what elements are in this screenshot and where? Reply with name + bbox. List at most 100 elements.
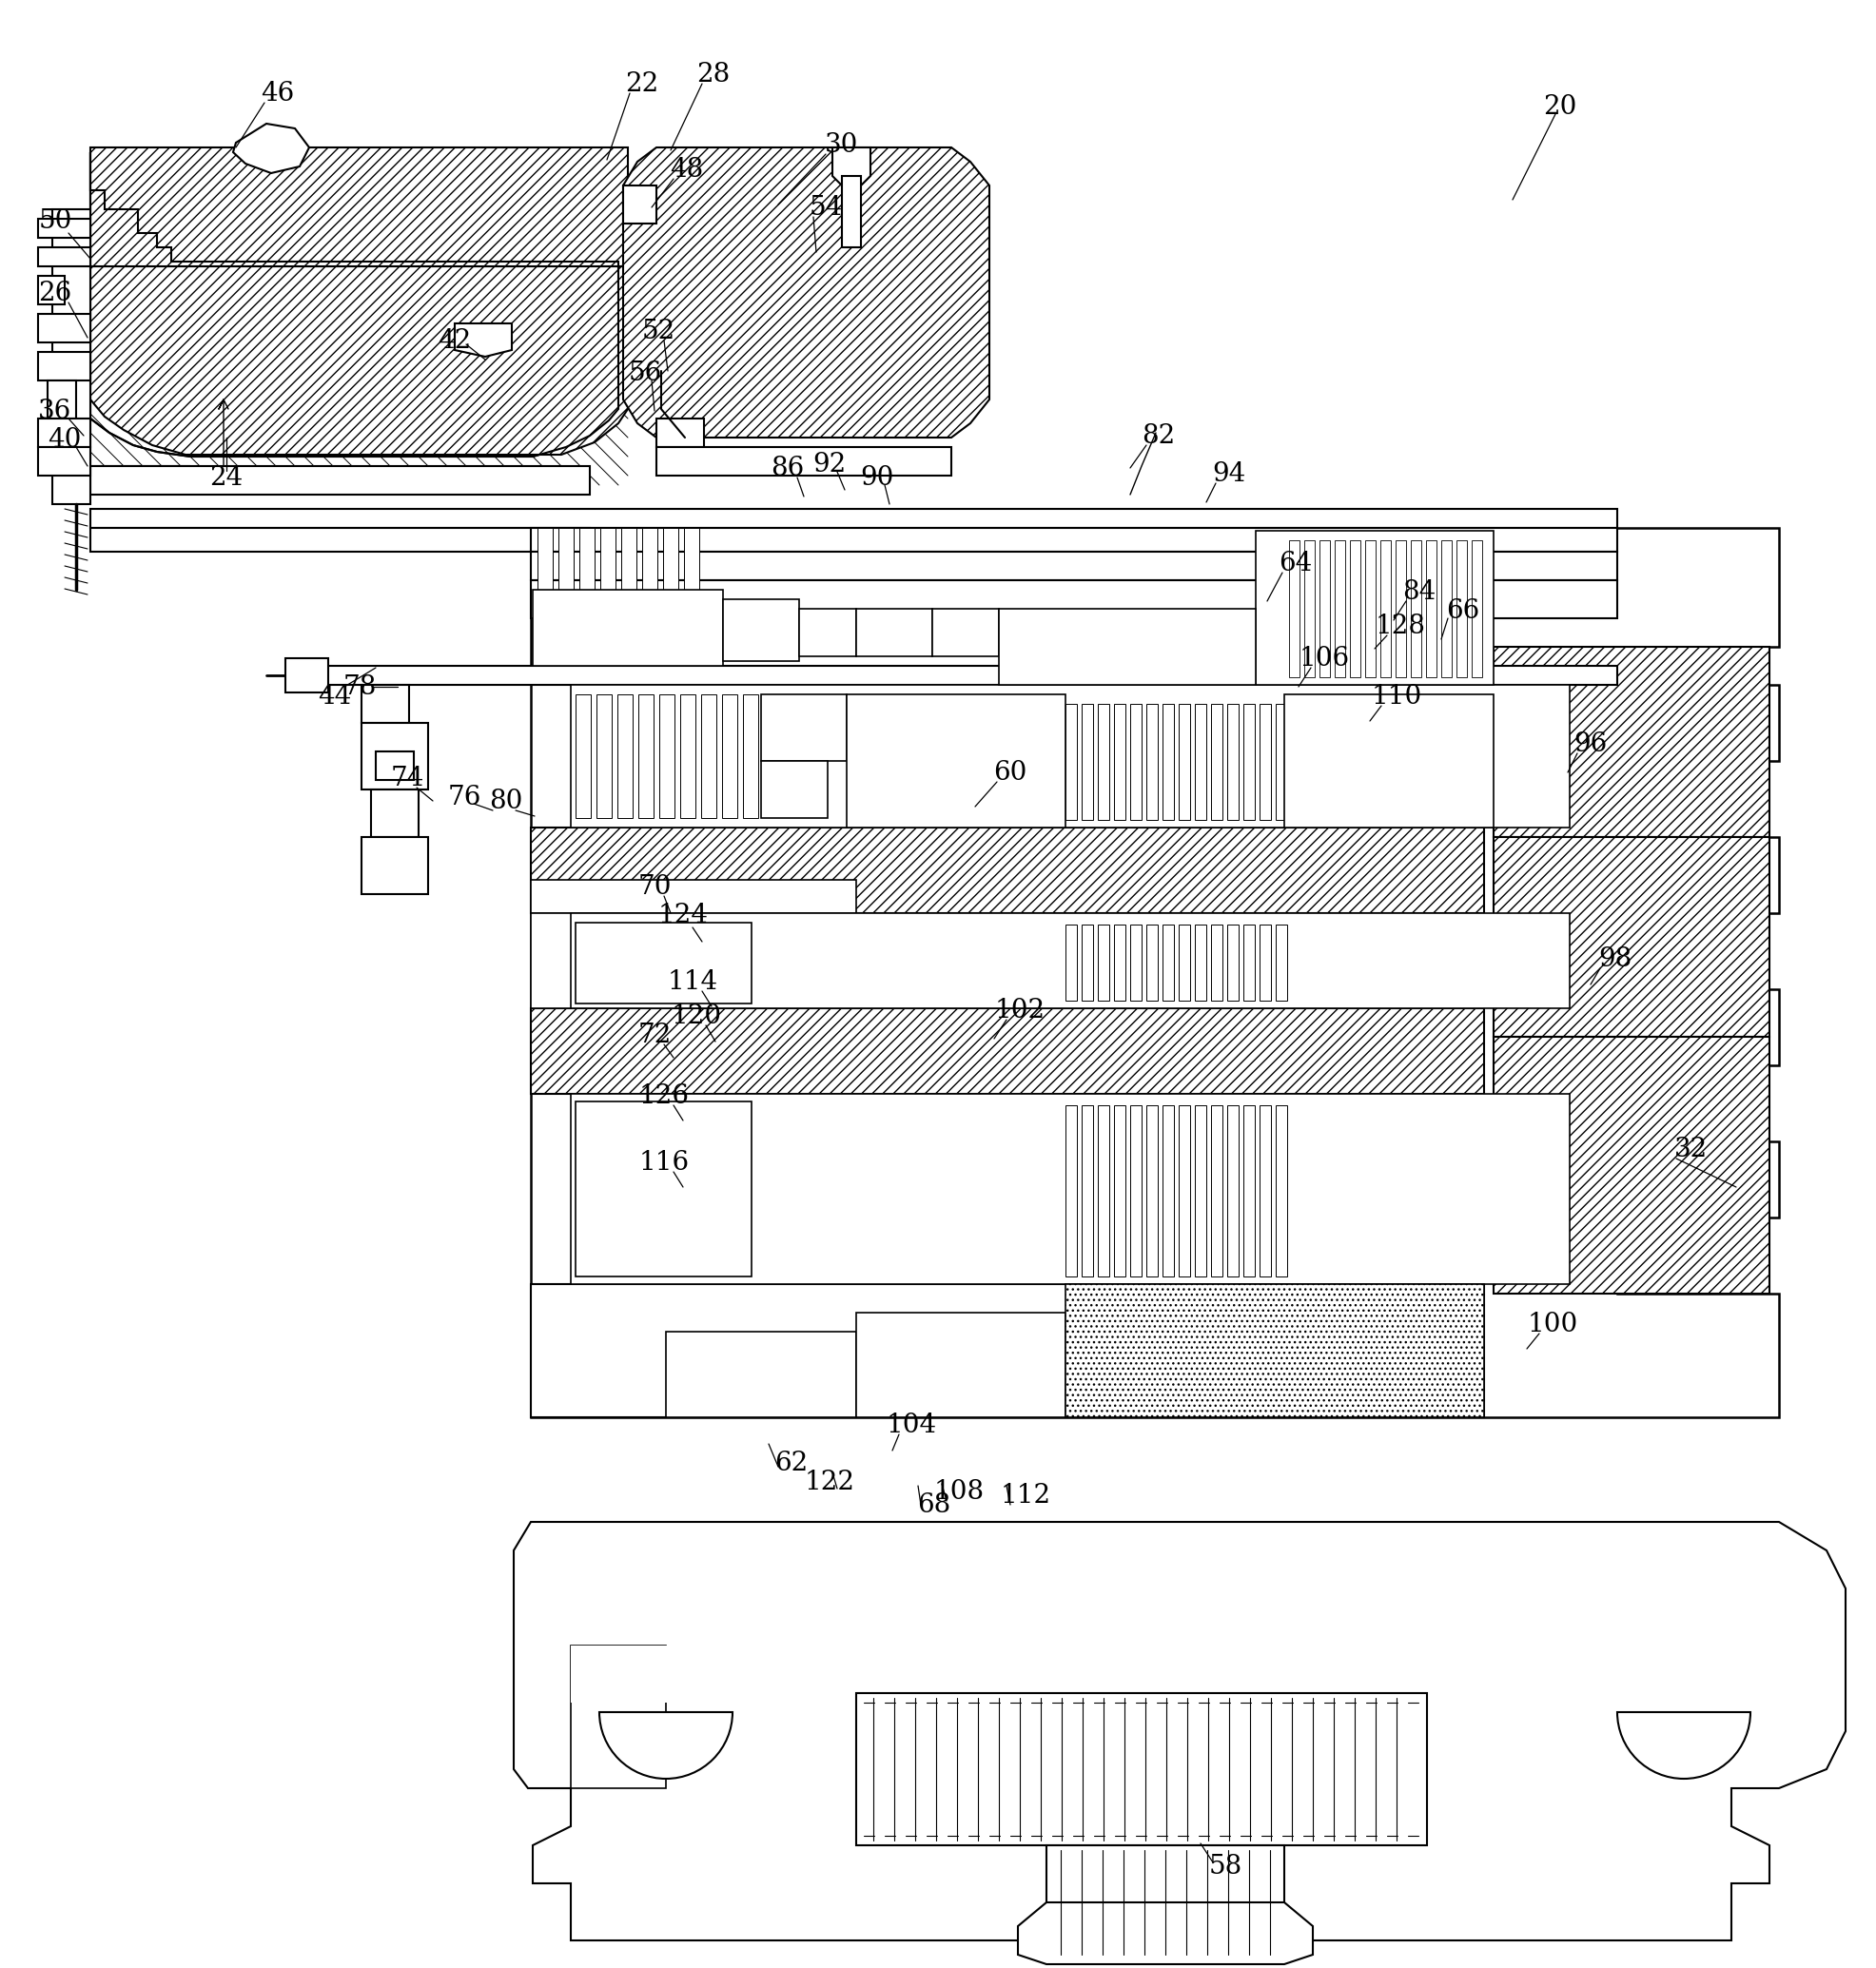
Text: 92: 92	[812, 451, 846, 476]
Polygon shape	[531, 527, 1617, 551]
Polygon shape	[1066, 1283, 1484, 1417]
Polygon shape	[531, 581, 1617, 618]
Polygon shape	[1195, 1106, 1206, 1277]
Polygon shape	[375, 752, 415, 779]
Polygon shape	[600, 527, 615, 665]
Polygon shape	[1066, 925, 1077, 1000]
Polygon shape	[38, 248, 90, 266]
Polygon shape	[1493, 836, 1769, 1037]
Text: 54: 54	[809, 195, 842, 220]
Polygon shape	[932, 608, 998, 655]
Polygon shape	[90, 510, 1617, 527]
Polygon shape	[799, 608, 855, 655]
Text: 60: 60	[994, 760, 1028, 785]
Text: 78: 78	[343, 673, 377, 699]
Polygon shape	[1441, 541, 1452, 677]
Text: 66: 66	[1446, 598, 1480, 624]
Polygon shape	[38, 352, 90, 380]
Polygon shape	[1304, 541, 1315, 677]
Polygon shape	[90, 266, 628, 455]
Polygon shape	[53, 209, 90, 504]
Text: 104: 104	[885, 1411, 936, 1439]
Polygon shape	[1351, 541, 1360, 677]
Polygon shape	[1426, 541, 1437, 677]
Polygon shape	[559, 527, 574, 665]
Text: 122: 122	[805, 1468, 855, 1496]
Polygon shape	[1276, 705, 1287, 821]
Text: 86: 86	[771, 455, 805, 480]
Polygon shape	[531, 913, 685, 1008]
Polygon shape	[998, 608, 1255, 685]
Polygon shape	[1195, 925, 1206, 1000]
Polygon shape	[1163, 925, 1174, 1000]
Text: 126: 126	[640, 1082, 688, 1108]
Polygon shape	[531, 880, 855, 913]
Polygon shape	[1114, 925, 1126, 1000]
Polygon shape	[1366, 541, 1375, 677]
Polygon shape	[1163, 705, 1174, 821]
Polygon shape	[533, 590, 722, 665]
Polygon shape	[1066, 1106, 1077, 1277]
Polygon shape	[597, 695, 612, 819]
Polygon shape	[570, 685, 1570, 827]
Text: 22: 22	[625, 71, 658, 96]
Text: 50: 50	[38, 209, 71, 234]
Text: 76: 76	[446, 785, 480, 811]
Polygon shape	[722, 695, 737, 819]
Polygon shape	[576, 1102, 752, 1277]
Polygon shape	[362, 722, 428, 789]
Text: 70: 70	[638, 874, 672, 899]
Text: 108: 108	[934, 1478, 985, 1504]
Polygon shape	[285, 657, 328, 693]
Polygon shape	[1456, 541, 1467, 677]
Polygon shape	[580, 527, 595, 665]
Text: 36: 36	[38, 398, 71, 423]
Polygon shape	[1082, 705, 1094, 821]
Wedge shape	[1617, 1712, 1750, 1779]
Wedge shape	[598, 1712, 732, 1779]
Polygon shape	[1411, 541, 1422, 677]
Text: 94: 94	[1212, 461, 1246, 486]
Polygon shape	[1047, 1846, 1285, 1960]
Polygon shape	[576, 695, 591, 819]
Polygon shape	[233, 124, 310, 173]
Polygon shape	[1097, 1106, 1109, 1277]
Text: 42: 42	[437, 329, 471, 354]
Polygon shape	[1097, 705, 1109, 821]
Polygon shape	[1163, 1106, 1174, 1277]
Polygon shape	[362, 836, 428, 893]
Polygon shape	[685, 527, 700, 665]
Polygon shape	[1285, 695, 1493, 827]
Polygon shape	[1259, 1106, 1270, 1277]
Text: 24: 24	[210, 464, 244, 490]
Polygon shape	[1066, 705, 1077, 821]
Polygon shape	[47, 380, 77, 419]
Polygon shape	[657, 447, 951, 476]
Text: 46: 46	[261, 81, 295, 106]
Text: 62: 62	[775, 1450, 809, 1476]
Polygon shape	[1319, 541, 1330, 677]
Polygon shape	[323, 665, 1617, 685]
Polygon shape	[1381, 541, 1390, 677]
Polygon shape	[743, 695, 758, 819]
Polygon shape	[1227, 705, 1238, 821]
Polygon shape	[1178, 705, 1189, 821]
Polygon shape	[1471, 541, 1482, 677]
Polygon shape	[617, 695, 632, 819]
Polygon shape	[762, 762, 827, 819]
Text: 112: 112	[1000, 1482, 1051, 1507]
Polygon shape	[1212, 925, 1223, 1000]
Polygon shape	[531, 1283, 1484, 1417]
Polygon shape	[454, 323, 512, 356]
Text: 30: 30	[825, 132, 859, 157]
Polygon shape	[90, 148, 628, 266]
Polygon shape	[531, 1008, 1484, 1094]
Polygon shape	[1334, 541, 1345, 677]
Polygon shape	[1129, 705, 1142, 821]
Polygon shape	[1212, 705, 1223, 821]
Polygon shape	[1097, 925, 1109, 1000]
Polygon shape	[1114, 1106, 1126, 1277]
Text: 58: 58	[1208, 1854, 1242, 1879]
Polygon shape	[90, 527, 589, 551]
Polygon shape	[1178, 1106, 1189, 1277]
